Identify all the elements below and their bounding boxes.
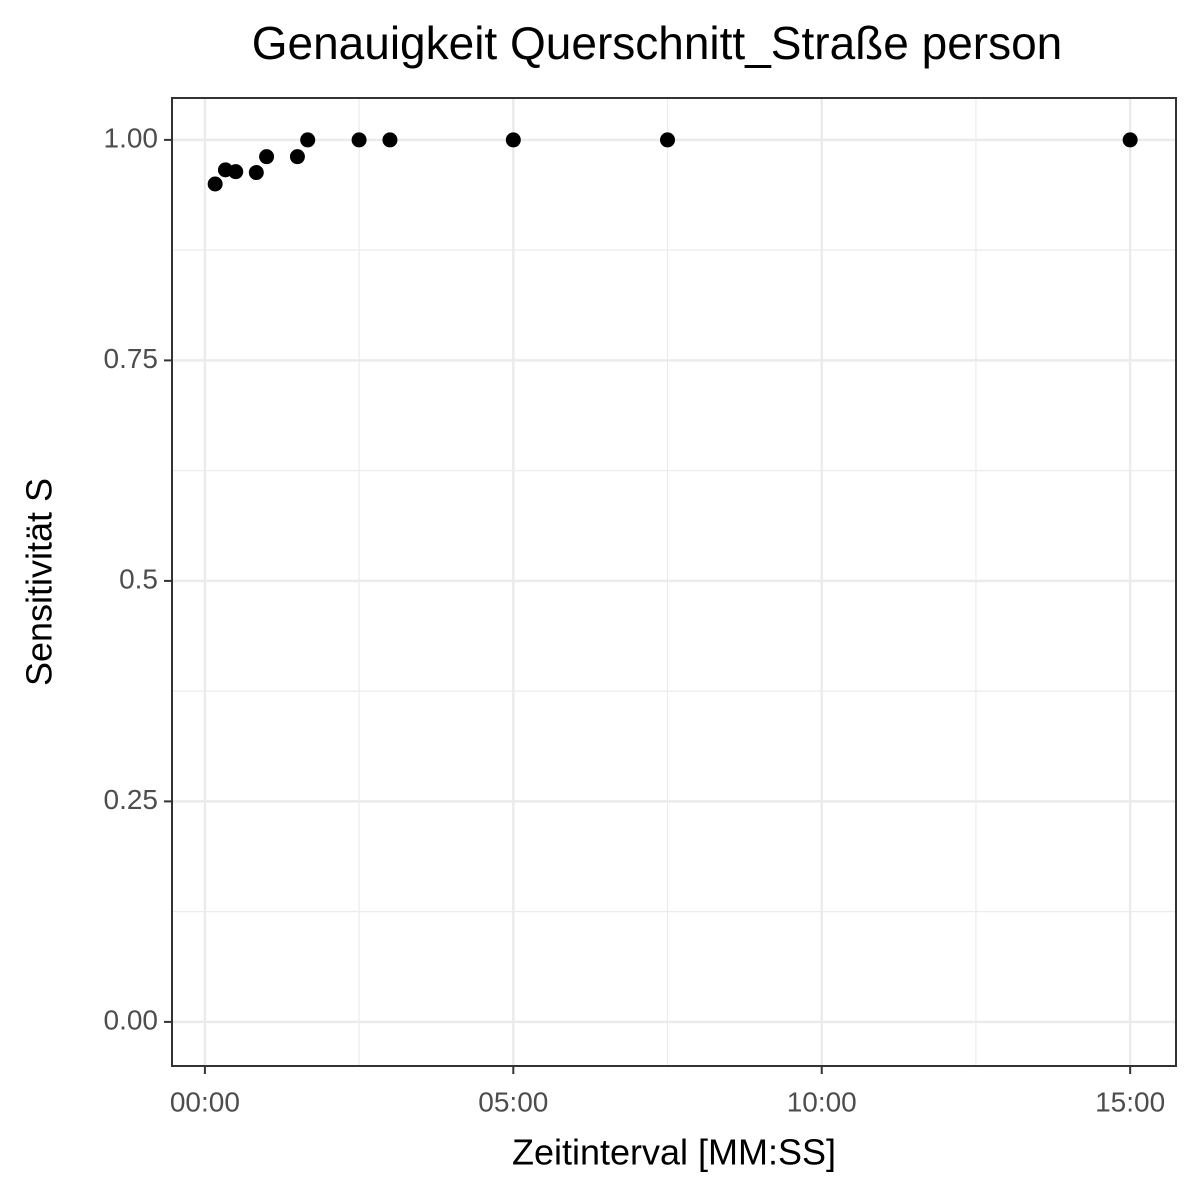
y-tick-label: 0.5 [119, 563, 158, 594]
point [207, 176, 223, 192]
point [660, 132, 676, 148]
point [228, 164, 244, 180]
point [382, 132, 398, 148]
x-axis-label: Zeitinterval [MM:SS] [512, 1132, 836, 1173]
x-tick-label: 10:00 [787, 1086, 857, 1117]
y-axis-label: Sensitivität S [19, 478, 60, 686]
point [248, 165, 264, 181]
point [505, 132, 521, 148]
y-tick-label: 1.00 [104, 122, 159, 153]
y-tick-label: 0.75 [104, 343, 159, 374]
point [300, 132, 316, 148]
x-tick-label: 15:00 [1095, 1086, 1165, 1117]
x-tick-label: 05:00 [478, 1086, 548, 1117]
x-tick-label: 00:00 [170, 1086, 240, 1117]
panel-border [171, 97, 1177, 1067]
chart-title: Genauigkeit Querschnitt_Straße person [252, 17, 1063, 69]
y-tick-label: 0.00 [104, 1004, 159, 1035]
point [259, 149, 275, 165]
point [351, 132, 367, 148]
point [1122, 132, 1138, 148]
y-tick-label: 0.25 [104, 784, 159, 815]
point [289, 149, 305, 165]
